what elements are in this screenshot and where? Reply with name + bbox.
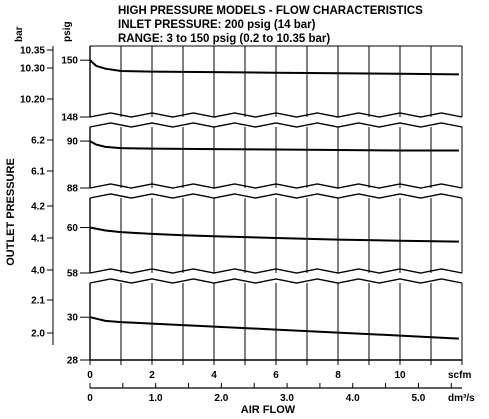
panel-break-top (89, 193, 463, 199)
y-tick-label-bar: 10.20 (20, 95, 45, 106)
y-tick-label-bar: 10.35 (20, 46, 45, 57)
x-tick-label-dm3s: 5.0 (411, 393, 425, 404)
y-tick-label-bar: 10.30 (20, 64, 45, 75)
panel-break-bottom (89, 112, 463, 118)
flow-curve-line (89, 140, 459, 152)
flow-curve-line (89, 59, 459, 76)
flow-curve-line (89, 316, 459, 340)
y-tick-label-bar: 4.0 (31, 266, 45, 277)
x-tick-label-dm3s: 1.0 (149, 393, 163, 404)
panel-break-top (89, 122, 463, 128)
y-tick-label-psig: 30 (67, 313, 79, 324)
y-tick-label-bar: 4.1 (31, 234, 45, 245)
chart-title: HIGH PRESSURE MODELS - FLOW CHARACTERIST… (118, 5, 423, 17)
panel-break-top (89, 278, 463, 284)
x-axis-title: AIR FLOW (241, 404, 296, 416)
y-tick-label-psig: 148 (61, 113, 78, 124)
chart-subtitle-inlet: INLET PRESSURE: 200 psig (14 bar) (118, 19, 316, 31)
y-tick-label-bar: 2.0 (31, 329, 45, 340)
y-tick-label-psig: 88 (67, 184, 79, 195)
y-unit-psig: psig (62, 21, 73, 42)
x-tick-label-scfm: 8 (335, 370, 341, 381)
y-tick-label-psig: 58 (67, 269, 79, 280)
panel-break-bottom (89, 268, 463, 274)
y-tick-label-bar: 2.1 (31, 296, 45, 307)
y-axis-title: OUTLET PRESSURE (5, 158, 17, 266)
y-tick-label-psig: 90 (67, 137, 79, 148)
y-tick-label-bar: 6.2 (31, 136, 45, 147)
x-tick-label-scfm: 10 (394, 370, 406, 381)
x-tick-label-dm3s: 3.0 (280, 393, 294, 404)
x-unit-scfm: scfm (448, 370, 471, 381)
y-tick-label-bar: 6.1 (31, 167, 45, 178)
x-unit-dm3s: dm³/s (448, 393, 475, 404)
flow-curve-line (89, 226, 459, 243)
panel-break-bottom (89, 183, 463, 189)
x-tick-label-scfm: 2 (149, 370, 155, 381)
y-tick-label-psig: 150 (61, 56, 78, 67)
x-tick-label-scfm: 4 (211, 370, 217, 381)
x-tick-label-dm3s: 0 (87, 393, 93, 404)
y-tick-label-psig: 28 (67, 356, 79, 367)
y-tick-label-bar: 4.2 (31, 202, 45, 213)
x-tick-label-scfm: 6 (273, 370, 279, 381)
x-tick-label-dm3s: 4.0 (346, 393, 360, 404)
y-tick-label-psig: 60 (67, 223, 79, 234)
y-unit-bar: bar (14, 26, 25, 42)
chart-subtitle-range: RANGE: 3 to 150 psig (0.2 to 10.35 bar) (118, 33, 330, 45)
plot-area: 15014810.3510.3010.2090886.26.160584.24.… (20, 45, 463, 404)
x-tick-label-dm3s: 2.0 (214, 393, 228, 404)
x-tick-label-scfm: 0 (87, 370, 93, 381)
